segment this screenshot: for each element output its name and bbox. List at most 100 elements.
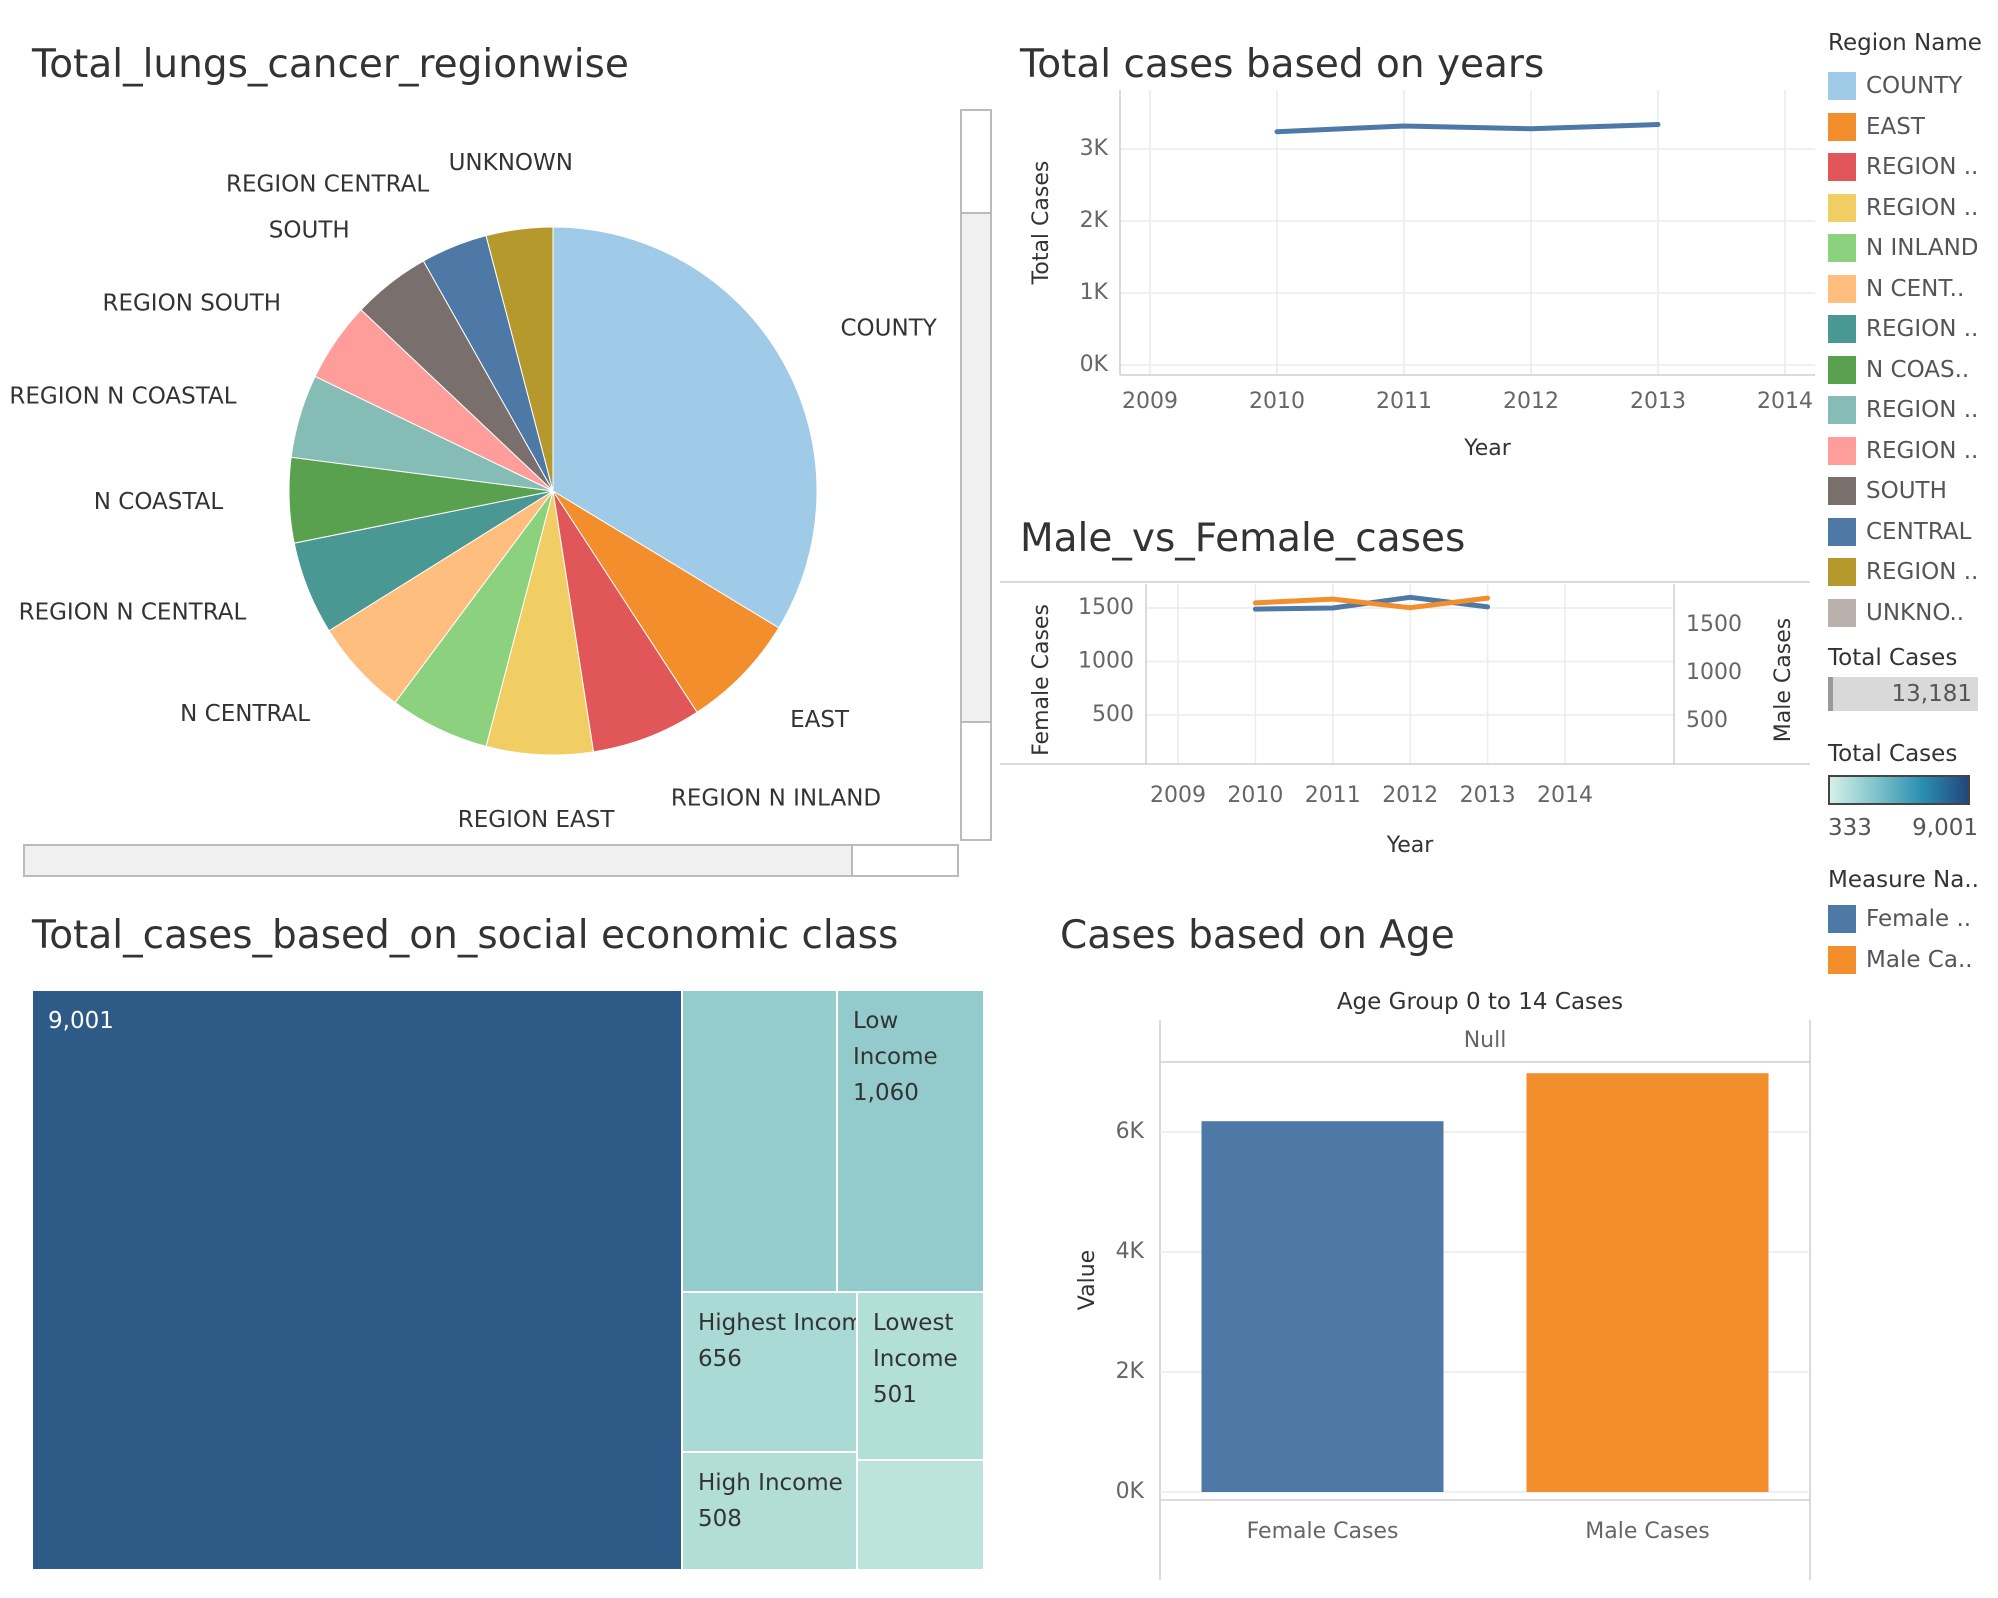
region-legend-item[interactable]: N INLAND xyxy=(1828,228,1998,269)
x-tick-label: 2013 xyxy=(1630,389,1686,414)
y-axis-title: Value xyxy=(1075,1250,1100,1310)
y-axis-title: Total Cases xyxy=(1029,161,1054,286)
y-right-axis-title: Male Cases xyxy=(1771,618,1796,742)
y-tick-label: 1K xyxy=(1080,280,1109,305)
y-tick-label: 2K xyxy=(1080,208,1109,233)
measure-legend: Female .. Male Ca.. xyxy=(1828,899,1998,980)
treemap-cell[interactable] xyxy=(856,1291,985,1461)
region-legend-item[interactable]: REGION .. xyxy=(1828,188,1998,229)
region-legend-swatch xyxy=(1828,153,1856,182)
region-legend-item[interactable]: REGION .. xyxy=(1828,390,1998,431)
x-tick-label: 2009 xyxy=(1150,783,1206,808)
color-scale-max: 9,001 xyxy=(1912,815,1978,841)
region-legend-item[interactable]: CENTRAL xyxy=(1828,512,1998,553)
region-legend-item[interactable]: REGION .. xyxy=(1828,147,1998,188)
measure-legend-item[interactable]: Male Ca.. xyxy=(1828,940,1998,981)
pie-slice-label: REGION SOUTH xyxy=(102,290,281,316)
treemap-cell[interactable] xyxy=(681,1291,858,1453)
y-tick-label: 3K xyxy=(1080,136,1109,161)
pie-slice[interactable] xyxy=(552,226,818,629)
x-tick-label: 2010 xyxy=(1227,783,1283,808)
treemap-cell-value: 1,060 xyxy=(853,1080,919,1106)
y-left-tick-label: 500 xyxy=(1092,702,1134,727)
measure-legend-item[interactable]: Female .. xyxy=(1828,899,1998,940)
treemap-cell-label: Income xyxy=(853,1044,938,1070)
measure-legend-swatch xyxy=(1828,905,1856,934)
y-tick-label: 2K xyxy=(1116,1359,1145,1384)
pie-slice[interactable] xyxy=(485,226,554,492)
x-tick-label: 2012 xyxy=(1503,389,1559,414)
treemap-cell[interactable] xyxy=(856,1459,985,1571)
region-legend-item[interactable]: REGION .. xyxy=(1828,552,1998,593)
pie-slice-label: REGION CENTRAL xyxy=(226,172,429,198)
color-scale-gradient xyxy=(1828,775,1970,805)
region-legend-item[interactable]: COUNTY xyxy=(1828,66,1998,107)
pie-chart-title: Total_lungs_cancer_regionwise xyxy=(32,42,629,87)
region-legend-swatch xyxy=(1828,396,1856,425)
pie-vertical-scrollbar-thumb[interactable] xyxy=(962,212,990,723)
years-line-chart: 0K 1K 2K 3K 2009 2010 2011 2012 2013 2014 Year Tota… xyxy=(1029,90,1815,461)
region-legend-swatch xyxy=(1828,355,1856,384)
gender-series-line[interactable] xyxy=(1252,595,1491,611)
y-left-tick-label: 1000 xyxy=(1078,649,1134,674)
region-legend-item[interactable]: UNKNO.. xyxy=(1828,593,1998,634)
region-legend-label: REGION .. xyxy=(1866,154,1979,181)
region-legend-item[interactable]: REGION .. xyxy=(1828,309,1998,350)
x-tick-label: 2010 xyxy=(1249,389,1305,414)
region-legend-swatch xyxy=(1828,436,1856,465)
treemap-cell[interactable] xyxy=(681,989,838,1293)
treemap-cell[interactable] xyxy=(31,989,683,1571)
region-legend-item[interactable]: EAST xyxy=(1828,107,1998,148)
region-legend-label: UNKNO.. xyxy=(1866,599,1965,626)
age-bar[interactable] xyxy=(1526,1073,1769,1492)
pie-slice-label: SOUTH xyxy=(269,218,350,244)
region-legend-swatch xyxy=(1828,112,1856,141)
x-tick-label: 2013 xyxy=(1460,783,1516,808)
region-legend-item[interactable]: N COAS.. xyxy=(1828,350,1998,391)
region-legend-item[interactable]: REGION .. xyxy=(1828,431,1998,472)
years-series-line[interactable] xyxy=(1274,122,1661,135)
treemap-cell[interactable] xyxy=(681,1451,858,1571)
pie-chart: COUNTY EAST REGION N INLAND REGION EAST N CE… xyxy=(9,150,938,833)
x-tick-label: 2011 xyxy=(1376,389,1432,414)
gender-chart-title: Male_vs_Female_cases xyxy=(1020,516,1466,561)
x-tick-label: 2014 xyxy=(1757,389,1813,414)
region-legend-swatch xyxy=(1828,72,1856,101)
pie-slice-label: N COASTAL xyxy=(94,489,224,515)
region-legend-label: CENTRAL xyxy=(1866,518,1972,545)
pie-slice[interactable] xyxy=(552,490,780,713)
pie-horizontal-scrollbar[interactable] xyxy=(23,844,959,877)
pie-slice-label: COUNTY xyxy=(841,316,938,342)
region-legend-swatch xyxy=(1828,274,1856,303)
total-cases-bar[interactable]: 13,181 xyxy=(1828,677,1978,711)
region-legend-item[interactable]: N CENT.. xyxy=(1828,269,1998,310)
region-legend-label: REGION .. xyxy=(1866,316,1979,343)
age-bar[interactable] xyxy=(1201,1121,1444,1492)
pie-horizontal-scrollbar-thumb[interactable] xyxy=(25,846,853,875)
age-chart-subtitle: Age Group 0 to 14 Cases xyxy=(1336,989,1624,1015)
region-legend-label: N CENT.. xyxy=(1866,275,1965,302)
measure-legend-label: Male Ca.. xyxy=(1866,946,1973,973)
x-tick-label: Female Cases xyxy=(1247,1519,1399,1544)
pie-slice-label: REGION N COASTAL xyxy=(9,384,236,410)
pie-vertical-scrollbar[interactable] xyxy=(960,109,992,841)
x-tick-label: 2012 xyxy=(1382,783,1438,808)
region-legend-label: REGION .. xyxy=(1866,397,1979,424)
treemap-cell[interactable] xyxy=(836,989,985,1293)
y-right-tick-label: 500 xyxy=(1686,708,1728,733)
x-tick-label: Male Cases xyxy=(1585,1519,1709,1544)
region-legend-item[interactable]: SOUTH xyxy=(1828,471,1998,512)
region-legend-swatch xyxy=(1828,598,1856,627)
treemap-cell-value: 501 xyxy=(873,1382,917,1408)
region-legend-swatch xyxy=(1828,193,1856,222)
legend-panel: Region Name COUNTY EAST REGION .. REGION ..… xyxy=(1828,30,1998,980)
region-legend-swatch xyxy=(1828,234,1856,263)
y-tick-label: 0K xyxy=(1116,1479,1145,1504)
x-axis-title: Year xyxy=(1463,436,1512,461)
pie-slice[interactable] xyxy=(552,490,698,753)
y-right-tick-label: 1500 xyxy=(1686,612,1742,637)
color-scale-min: 333 xyxy=(1828,815,1872,841)
total-cases-title: Total Cases xyxy=(1828,645,1958,671)
y-right-tick-label: 1000 xyxy=(1686,660,1742,685)
treemap-cell-label: High Income xyxy=(698,1470,843,1496)
